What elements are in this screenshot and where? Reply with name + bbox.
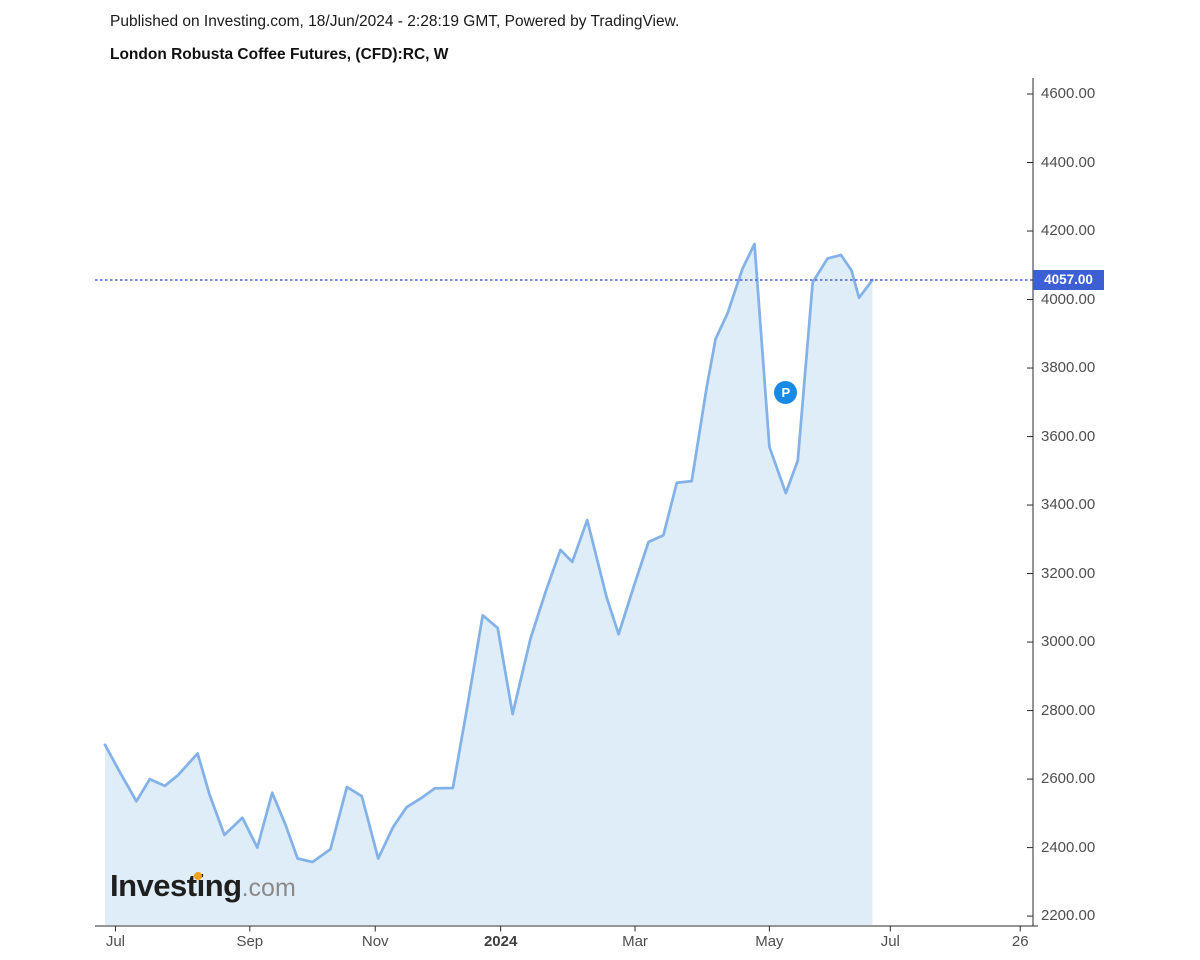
y-axis-tick-label: 4000.00 <box>1041 290 1096 308</box>
x-axis-tick-label: Jul <box>105 933 126 950</box>
y-axis-tick-label: 4600.00 <box>1041 85 1096 102</box>
x-axis-tick-label: Mar <box>622 933 648 950</box>
p-flag-marker[interactable]: P <box>774 380 798 404</box>
y-axis-tick-label: 2600.00 <box>1041 770 1096 788</box>
y-axis-tick-label: 3000.00 <box>1041 633 1096 651</box>
published-line: Published on Investing.com, 18/Jun/2024 … <box>110 13 680 30</box>
x-axis-tick-label: 26 <box>1011 933 1029 950</box>
y-axis-tick-label: 2200.00 <box>1041 907 1096 925</box>
price-line <box>103 242 874 864</box>
chart-title: London Robusta Coffee Futures, (CFD):RC,… <box>110 46 449 63</box>
investing-logo: Investing.com <box>110 868 296 904</box>
x-axis-tick-label: Nov <box>361 933 389 950</box>
y-axis-tick-label: 4400.00 <box>1041 153 1096 171</box>
x-axis-tick-label: Sep <box>236 933 264 950</box>
x-axis-labels[interactable]: Jul Sep Nov 2024 Mar May Jul 26 <box>0 926 1032 958</box>
x-axis-tick-label: May <box>755 933 784 950</box>
logo-tld-text: .com <box>241 874 296 902</box>
y-axis-tick-label: 2800.00 <box>1041 701 1096 719</box>
x-axis-tick-label: Jul <box>880 933 900 950</box>
area-fill <box>105 244 873 925</box>
y-axis-tick-label: 3400.00 <box>1041 496 1096 514</box>
y-axis-tick-label: 3800.00 <box>1041 359 1096 377</box>
axis-tick-marks <box>114 93 1033 932</box>
logo-orange-dot <box>194 872 202 880</box>
x-axis-tick-label: 2024 <box>483 933 518 950</box>
last-price-badge: 4057.00 <box>1033 269 1104 290</box>
y-axis-tick-label: 3200.00 <box>1041 564 1096 582</box>
y-axis-tick-label: 4200.00 <box>1041 222 1096 240</box>
y-axis-tick-label: 2400.00 <box>1041 838 1096 856</box>
logo-brand-text: Investing <box>110 868 242 903</box>
y-axis-tick-label: 3600.00 <box>1041 427 1096 445</box>
